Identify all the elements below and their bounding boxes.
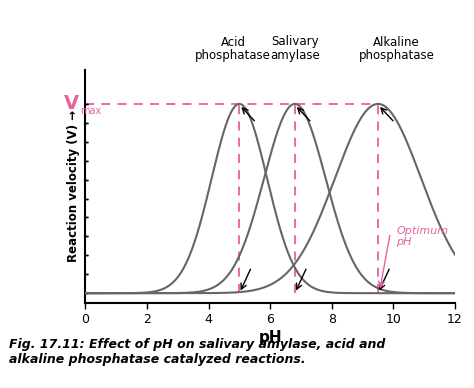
Text: Optimum
pH: Optimum pH <box>396 225 448 247</box>
Y-axis label: Reaction velocity (V) →: Reaction velocity (V) → <box>67 110 80 262</box>
Text: Salivary: Salivary <box>271 35 319 48</box>
Text: $\mathregular{V}$: $\mathregular{V}$ <box>63 94 80 113</box>
Text: amylase: amylase <box>270 49 319 62</box>
Text: Acid: Acid <box>221 35 246 48</box>
Text: max: max <box>80 106 101 116</box>
Text: Fig. 17.11: Effect of pH on salivary amylase, acid and
alkaline phosphatase cata: Fig. 17.11: Effect of pH on salivary amy… <box>9 338 386 365</box>
Text: phosphatase: phosphatase <box>195 49 271 62</box>
X-axis label: pH: pH <box>258 330 282 345</box>
Text: Alkaline: Alkaline <box>373 35 420 48</box>
Text: phosphatase: phosphatase <box>358 49 435 62</box>
